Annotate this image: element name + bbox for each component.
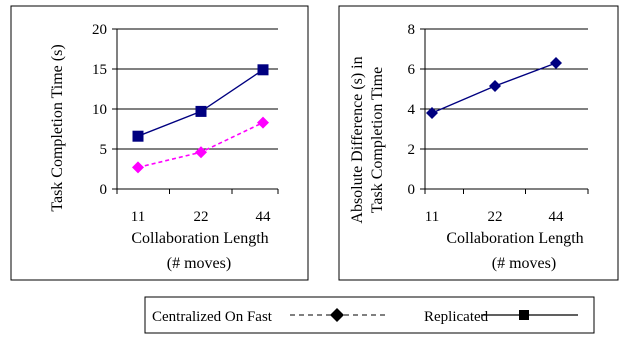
chart-right-y-tick-label: 8: [408, 22, 416, 38]
chart-left-x-axis-sublabel: (# moves): [167, 255, 231, 272]
chart-right-y-tick-label: 6: [408, 62, 416, 78]
chart-right-x-tick-label: 22: [488, 209, 503, 225]
chart-right-y-axis-label-line2: Task Completion Time: [369, 67, 386, 213]
chart-left-y-tick-label: 0: [100, 182, 108, 198]
chart-right-x-axis-sublabel: (# moves): [492, 255, 556, 272]
chart-right-gridlines: [420, 28, 589, 194]
chart-left-y-tick-label: 5: [100, 142, 108, 158]
chart-right-diamond-point: [489, 80, 501, 92]
chart-left-x-tick-label: 11: [131, 209, 145, 225]
chart-right-y-tick-label: 2: [408, 142, 416, 158]
chart-right-x-tick-label: 11: [425, 209, 439, 225]
chart-right-y-axis-label-line1: Absolute Difference (s) in: [349, 56, 366, 223]
legend-label-replicated: Replicated: [424, 309, 489, 325]
legend-frame: [144, 296, 595, 334]
chart-left-gridlines: [112, 28, 279, 194]
chart-left-series: [132, 64, 269, 174]
chart-right-diamond-point: [550, 57, 562, 69]
chart-left-x-axis-label: Collaboration Length: [131, 230, 268, 247]
chart-right-x-axis-label: Collaboration Length: [446, 230, 583, 247]
chart-left-y-tick-label: 20: [92, 22, 107, 38]
chart-left-y-axis-label: Task Completion Time (s): [49, 44, 66, 211]
chart-left-frame: [10, 5, 309, 281]
chart-right-frame: [338, 5, 619, 281]
chart-left-diamond-point: [195, 146, 207, 159]
chart-left-diamond-point: [257, 116, 269, 129]
chart-left-x-tick-labels: 11 22 44: [131, 209, 271, 225]
legend-label-centralized: Centralized On Fast: [152, 309, 273, 325]
chart-left-square-point: [132, 130, 144, 142]
chart-left-series-line: [137, 69, 264, 137]
chart-left-y-tick-label: 10: [92, 102, 107, 118]
chart-left-y-tick-labels: 0 5 10 15 20: [92, 22, 107, 198]
chart-left: 0 5 10 15 20 11 22 44 Task Completion Time (s)…: [10, 5, 309, 281]
chart-left-x-tick-label: 44: [256, 209, 272, 225]
chart-left-y-tick-label: 15: [92, 62, 107, 78]
chart-left-diamond-point: [132, 161, 144, 174]
chart-right-y-tick-label: 4: [408, 102, 416, 118]
chart-right-diamond-point: [426, 107, 438, 119]
chart-right-y-tick-label: 0: [408, 182, 416, 198]
chart-right-y-tick-labels: 0 2 4 6 8: [408, 22, 416, 198]
chart-right-series: [426, 57, 562, 119]
chart-right-x-tick-labels: 11 22 44: [425, 209, 564, 225]
chart-left-square-point: [195, 105, 207, 117]
legend-square-marker: [519, 310, 529, 320]
chart-right-x-tick-label: 44: [549, 209, 565, 225]
legend-diamond-marker: [330, 308, 344, 322]
legend: Centralized On Fast Replicated: [144, 296, 595, 334]
chart-left-square-point: [257, 64, 269, 76]
chart-left-x-tick-label: 22: [194, 209, 209, 225]
